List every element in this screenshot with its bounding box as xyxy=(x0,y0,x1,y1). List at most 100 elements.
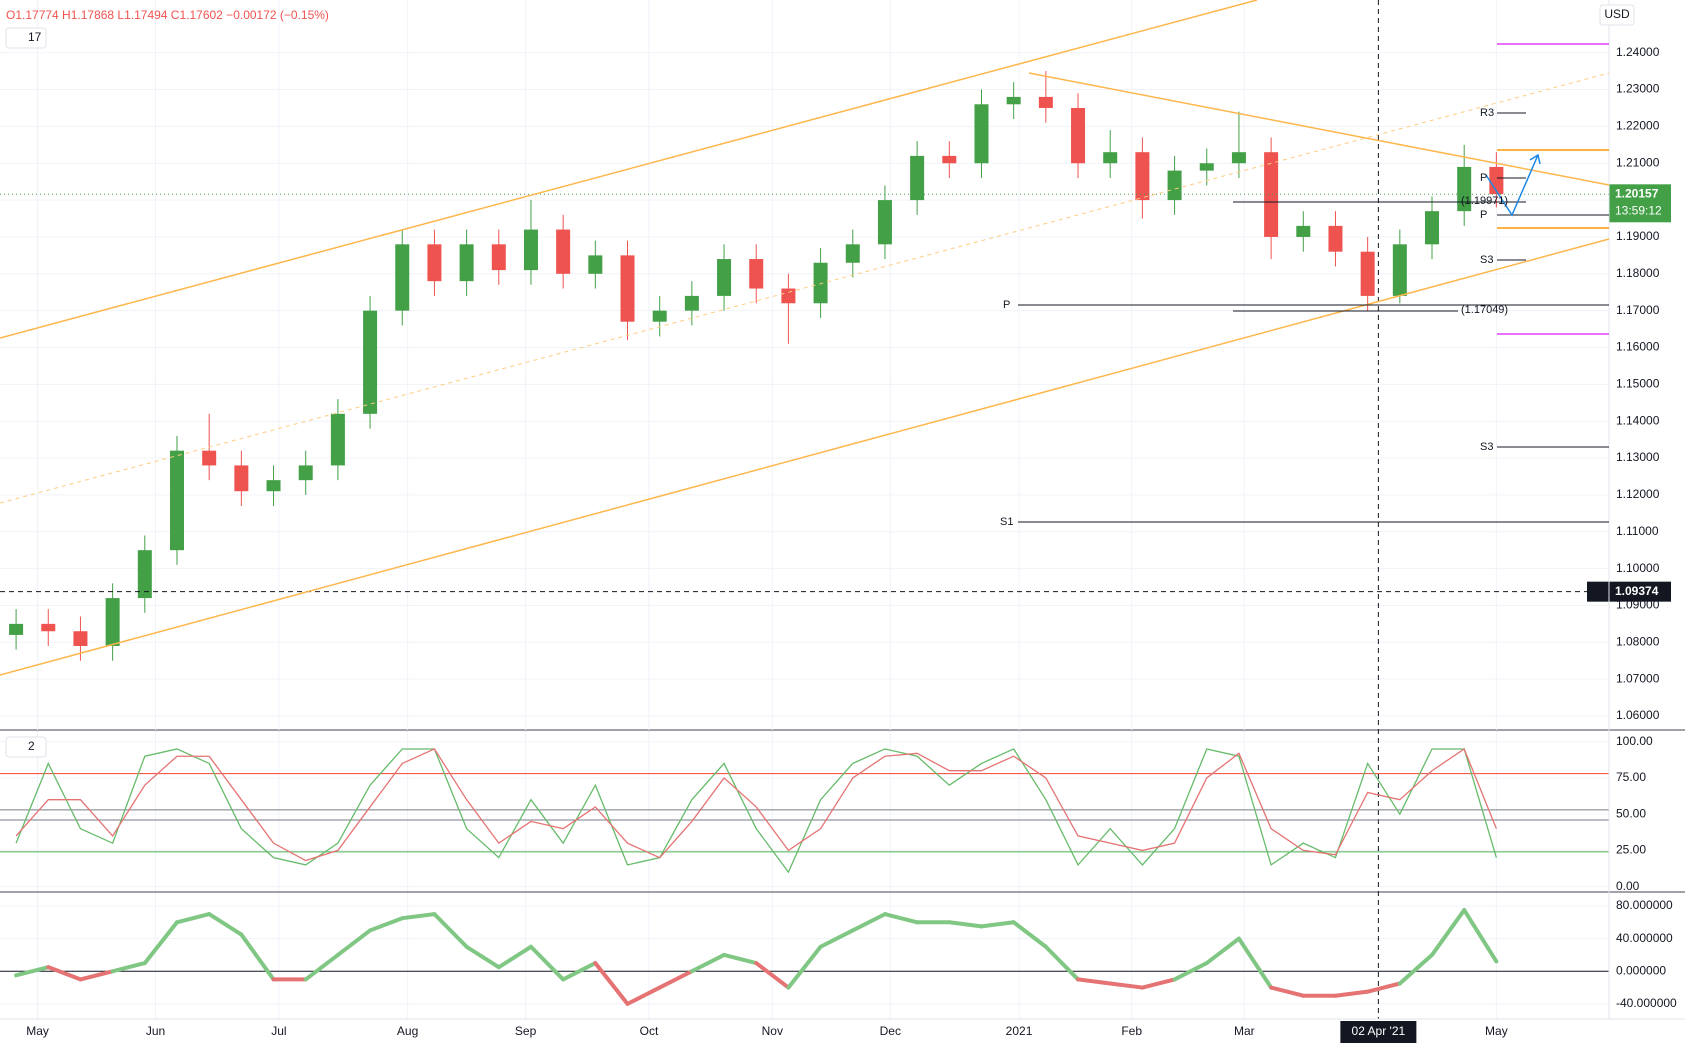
candle-body xyxy=(684,295,699,311)
countdown: 13:59:12 xyxy=(1615,203,1662,217)
x-tick-label: 2021 xyxy=(1006,1024,1033,1038)
x-tick-label: Jul xyxy=(271,1024,286,1038)
momentum-segment xyxy=(46,965,83,982)
candle-body xyxy=(169,450,184,551)
candle-body xyxy=(1296,225,1311,237)
momentum-segment xyxy=(722,952,759,966)
momentum-segment xyxy=(142,920,179,966)
candle-body xyxy=(363,310,378,414)
candle-body xyxy=(1392,244,1407,296)
momentum-segment xyxy=(528,944,566,982)
annotations: P R3 S3 S3 S1 P P (1.19971) (1.17049) xyxy=(1000,107,1508,528)
y-tick-label: 1.08000 xyxy=(1616,634,1660,648)
indicator-legend: 2 xyxy=(28,739,35,753)
momentum-segment xyxy=(979,920,1016,929)
candle-body xyxy=(105,598,120,646)
momentum-segment xyxy=(947,920,984,929)
oscillator-line xyxy=(15,748,1497,874)
y-tick-label: -40.000000 xyxy=(1616,996,1677,1010)
pivot-label: S1 xyxy=(1000,516,1013,528)
momentum-segment xyxy=(1076,977,1113,986)
candle-body xyxy=(974,104,989,164)
x-tick-label: May xyxy=(26,1024,49,1038)
price-note: (1.17049) xyxy=(1461,304,1508,316)
candle-body xyxy=(620,255,635,322)
currency-button[interactable] xyxy=(1599,4,1635,26)
y-tick-label: 1.16000 xyxy=(1616,340,1660,354)
momentum-segment xyxy=(1430,908,1467,957)
candle-body xyxy=(749,259,764,289)
y-tick-label: 1.10000 xyxy=(1616,561,1660,575)
y-tick-label: 1.21000 xyxy=(1616,155,1660,169)
candle-body xyxy=(588,255,603,274)
x-tick-label: Feb xyxy=(1121,1024,1142,1038)
candle-body xyxy=(9,623,24,635)
momentum-segment xyxy=(1365,981,1402,994)
momentum-segment xyxy=(207,912,244,937)
candle-body xyxy=(1231,152,1246,164)
momentum-segment xyxy=(368,916,405,933)
indicator-legend: 17 xyxy=(28,30,42,44)
x-tick-label: Aug xyxy=(397,1024,418,1038)
momentum-segment xyxy=(818,928,855,949)
candle-body xyxy=(1038,96,1053,108)
crosshair-price: 1.09374 xyxy=(1615,584,1659,598)
momentum-segment xyxy=(78,969,115,982)
candle-body xyxy=(491,244,506,271)
momentum-segment xyxy=(174,912,212,925)
momentum-segment xyxy=(561,961,598,982)
currency-label[interactable]: USD xyxy=(1604,7,1630,21)
x-tick-label: Oct xyxy=(640,1024,659,1038)
y-tick-label: 0.00 xyxy=(1616,879,1640,893)
y-tick-label: 40.000000 xyxy=(1616,931,1673,945)
candle-body xyxy=(41,623,56,632)
candle-body xyxy=(845,244,860,263)
y-tick-label: 1.12000 xyxy=(1616,487,1660,501)
y-tick-label: 0.000000 xyxy=(1616,963,1666,977)
momentum-segment xyxy=(432,912,469,949)
momentum-segment xyxy=(786,944,823,990)
candle-body xyxy=(202,450,217,466)
candle-body xyxy=(556,229,571,274)
momentum-segment xyxy=(1269,985,1306,998)
last-price-badge xyxy=(1609,184,1671,223)
candle-body xyxy=(395,244,410,311)
y-tick-label: 25.00 xyxy=(1616,843,1646,857)
momentum-segment xyxy=(464,944,501,970)
legend-box xyxy=(5,736,47,758)
candle-body xyxy=(877,200,892,245)
candle-body xyxy=(1360,251,1375,296)
momentum-segment xyxy=(1140,977,1177,990)
crosshair-badge xyxy=(1587,581,1671,602)
x-tick-label: Nov xyxy=(762,1024,783,1038)
y-tick-label: 1.22000 xyxy=(1616,119,1660,133)
y-tick-label: 1.17000 xyxy=(1616,303,1660,317)
momentum-segment xyxy=(882,912,920,925)
candle-body xyxy=(1199,163,1214,171)
y-tick-label: 1.13000 xyxy=(1616,450,1660,464)
trend-line xyxy=(1028,72,1610,186)
candle-body xyxy=(1167,170,1182,201)
y-tick-label: 100.00 xyxy=(1616,734,1653,748)
legend-box xyxy=(5,27,47,49)
y-tick-label: 50.00 xyxy=(1616,806,1646,820)
trend-line xyxy=(0,238,1610,676)
momentum-segment xyxy=(239,932,276,982)
momentum-segment xyxy=(1204,936,1241,966)
candle-body xyxy=(137,550,152,599)
momentum-segment xyxy=(1011,920,1048,949)
grid-layer xyxy=(0,0,1685,1020)
y-tick-label: 75.00 xyxy=(1616,770,1646,784)
arrow-head xyxy=(1529,153,1541,165)
momentum-segment xyxy=(1108,981,1145,990)
pivot-label: P xyxy=(1480,172,1487,184)
candle-body xyxy=(1006,96,1021,105)
candle-body xyxy=(1328,225,1343,252)
candle-body xyxy=(298,465,313,481)
momentum-segment xyxy=(689,952,727,974)
candle-body xyxy=(523,229,538,271)
projection-arrow xyxy=(1485,154,1539,217)
pivot-label: S3 xyxy=(1480,441,1493,453)
candle-body xyxy=(1425,211,1440,245)
